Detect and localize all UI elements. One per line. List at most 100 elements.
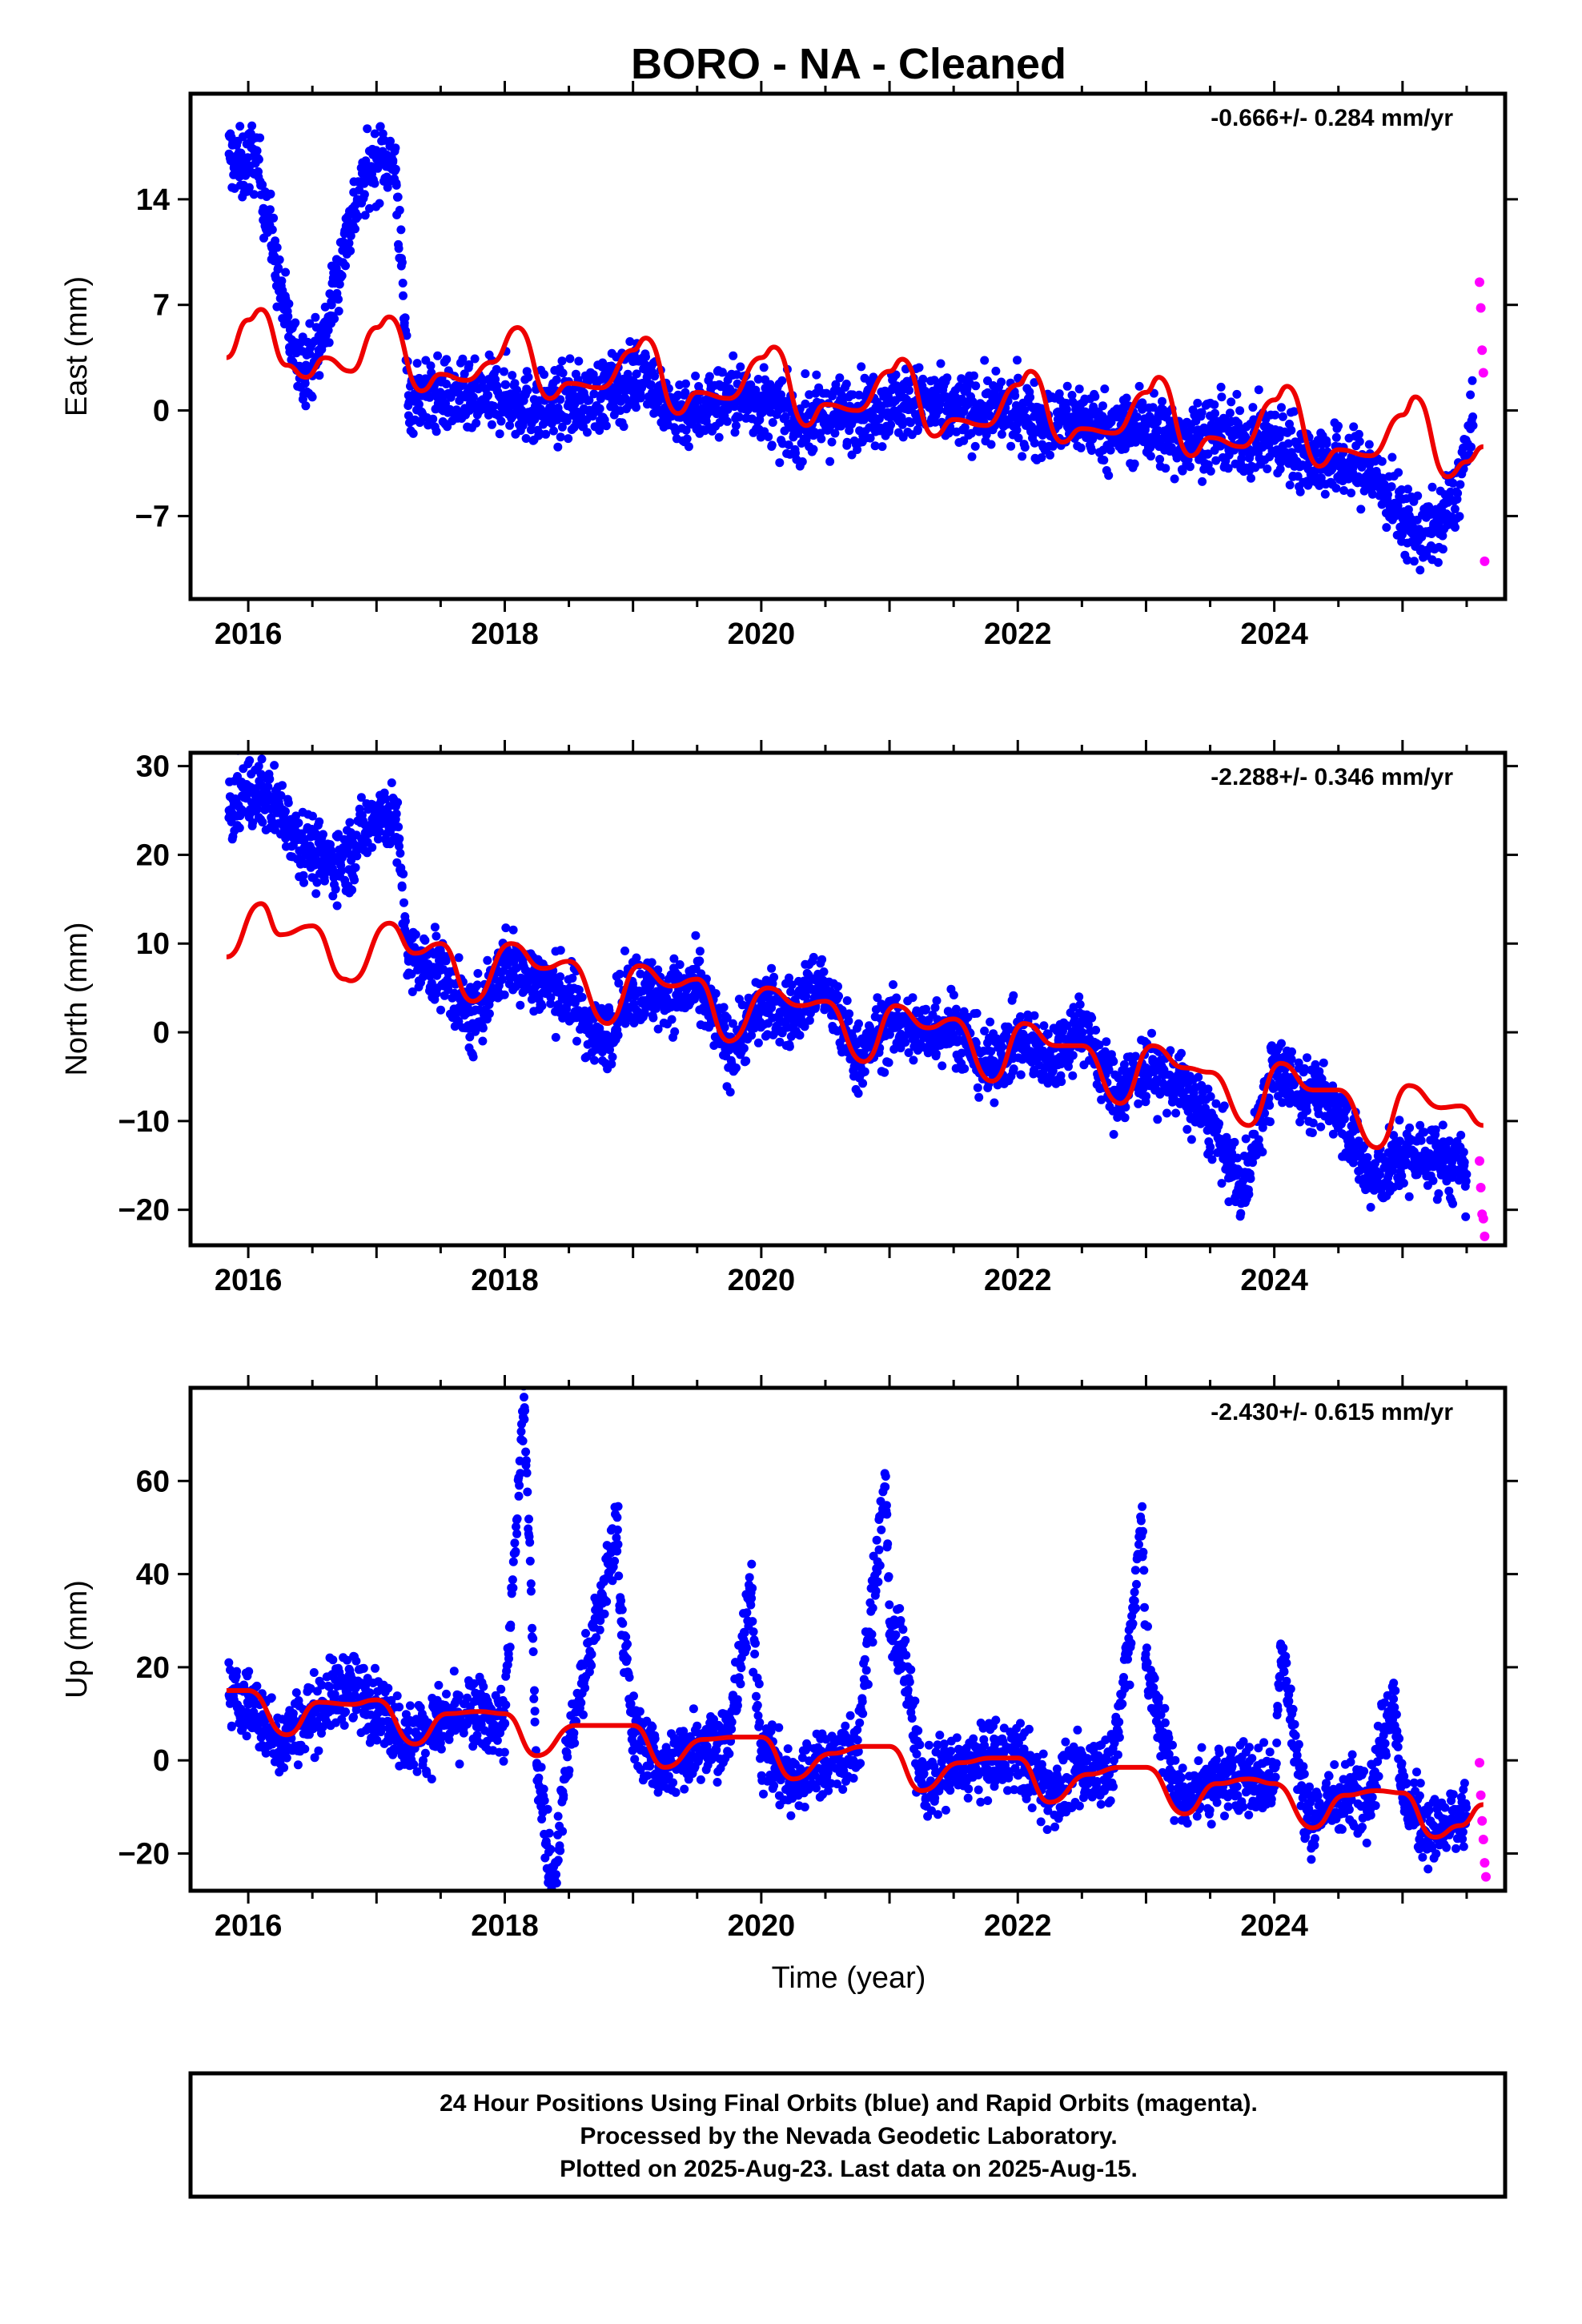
- data-point: [1367, 489, 1377, 499]
- data-point: [1223, 464, 1233, 473]
- data-point: [465, 1032, 475, 1042]
- data-point: [263, 782, 273, 791]
- data-point: [1322, 439, 1331, 448]
- data-point: [498, 975, 507, 984]
- data-point: [557, 422, 567, 432]
- data-point: [986, 440, 996, 449]
- data-point: [541, 429, 551, 439]
- data-point: [391, 180, 401, 190]
- data-point: [865, 433, 875, 443]
- data-point: [1130, 459, 1139, 468]
- data-point: [1057, 1077, 1066, 1087]
- data-point: [841, 380, 851, 388]
- data-point: [1062, 381, 1072, 391]
- data-point: [949, 991, 958, 999]
- data-point: [595, 404, 604, 413]
- data-point: [516, 1000, 525, 1010]
- data-point: [1067, 391, 1077, 400]
- data-point: [255, 133, 265, 143]
- data-point: [1219, 1101, 1229, 1111]
- data-point: [1026, 392, 1035, 402]
- final-orbit-point: [885, 398, 894, 408]
- data-point: [324, 338, 334, 348]
- data-point: [388, 155, 398, 165]
- data-point: [323, 325, 333, 335]
- data-point: [334, 307, 343, 316]
- data-point: [853, 1088, 863, 1098]
- data-point: [1134, 381, 1144, 391]
- final-orbit-point: [339, 239, 349, 249]
- data-point: [857, 362, 866, 372]
- data-point: [1206, 1092, 1215, 1101]
- data-point: [751, 385, 761, 395]
- data-point: [562, 416, 572, 425]
- data-point: [301, 401, 311, 411]
- data-point: [564, 434, 573, 444]
- data-point: [346, 231, 355, 240]
- data-point: [801, 399, 810, 408]
- data-point: [1078, 1027, 1087, 1037]
- data-point: [1248, 403, 1258, 412]
- x-tick-label: 2018: [471, 617, 539, 651]
- data-point: [1020, 405, 1030, 415]
- data-point: [1142, 1092, 1151, 1101]
- data-point: [809, 952, 818, 962]
- data-point: [734, 412, 744, 422]
- data-point: [1206, 466, 1215, 476]
- east-plot-area: [224, 121, 1490, 575]
- data-point: [375, 827, 384, 836]
- data-point: [363, 124, 372, 134]
- data-point: [373, 163, 383, 173]
- data-point: [353, 211, 363, 221]
- data-point: [1364, 440, 1374, 449]
- data-point: [583, 428, 592, 437]
- data-point: [684, 442, 693, 452]
- data-point: [1211, 456, 1221, 465]
- data-point: [347, 885, 357, 895]
- data-point: [764, 432, 773, 441]
- data-point: [275, 255, 284, 264]
- data-point: [590, 1055, 599, 1065]
- data-point: [1433, 557, 1443, 567]
- data-point: [736, 362, 745, 372]
- data-point: [620, 394, 630, 404]
- data-point: [393, 192, 403, 202]
- data-point: [1091, 1025, 1101, 1035]
- data-point: [809, 444, 818, 454]
- data-point: [1247, 473, 1255, 483]
- data-point: [1356, 505, 1366, 514]
- data-point: [1387, 452, 1397, 462]
- data-point: [632, 369, 641, 379]
- data-point: [801, 369, 810, 379]
- data-point: [675, 960, 685, 969]
- data-point: [834, 991, 843, 1001]
- final-orbit-point: [1411, 526, 1420, 536]
- data-point: [641, 352, 650, 362]
- data-point: [842, 996, 852, 1005]
- data-point: [1090, 392, 1100, 401]
- data-point: [1283, 439, 1293, 448]
- data-point: [1012, 425, 1022, 435]
- data-point: [565, 354, 575, 364]
- data-point: [256, 770, 266, 779]
- data-point: [741, 1056, 751, 1066]
- final-orbit-point: [378, 149, 387, 159]
- data-point: [249, 190, 259, 199]
- data-point: [767, 440, 777, 450]
- data-point: [331, 884, 340, 894]
- data-point: [1020, 443, 1030, 452]
- data-point: [595, 426, 604, 435]
- data-point: [432, 427, 441, 436]
- rapid-orbit-point: [1478, 368, 1488, 378]
- x-tick-label: 2020: [728, 617, 796, 651]
- data-point: [1359, 486, 1369, 496]
- data-point: [400, 313, 410, 323]
- data-point: [487, 420, 496, 429]
- data-point: [394, 243, 404, 253]
- data-point: [877, 442, 887, 452]
- data-point: [501, 923, 511, 933]
- east-frame: [188, 91, 1508, 601]
- data-point: [281, 267, 291, 277]
- data-point: [556, 395, 565, 404]
- data-point: [398, 279, 408, 287]
